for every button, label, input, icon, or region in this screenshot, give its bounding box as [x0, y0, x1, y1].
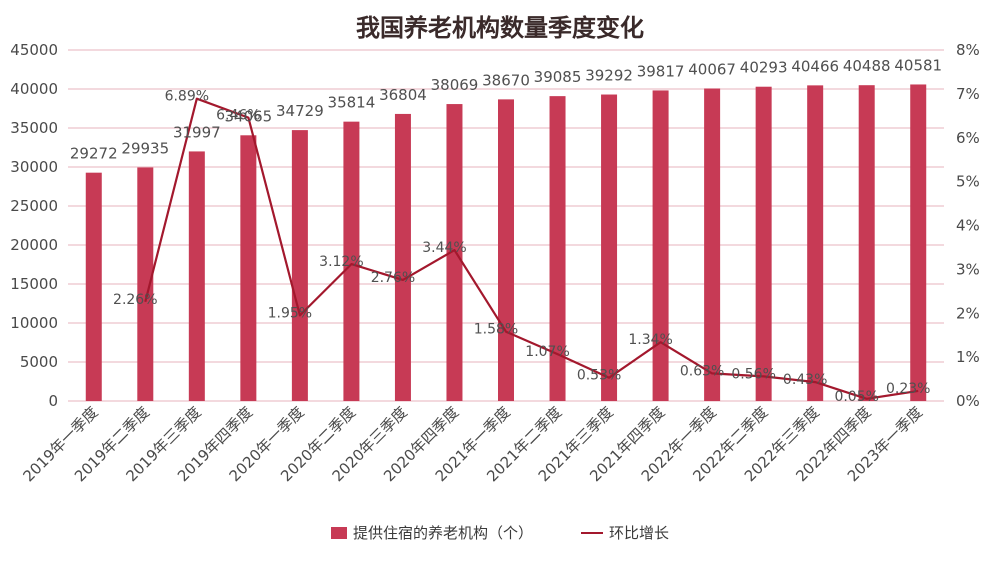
y-left-tick-label: 30000: [10, 158, 58, 176]
bar-data-label: 38670: [482, 71, 530, 89]
y-right-tick-label: 7%: [956, 85, 980, 103]
y-right-tick-label: 4%: [956, 217, 980, 235]
bar: [343, 121, 360, 401]
bar-data-label: 40581: [894, 56, 942, 74]
line-data-label: 2.76%: [371, 270, 415, 286]
legend-line-label: 环比增长: [609, 524, 670, 542]
bar-data-label: 34065: [224, 107, 272, 125]
bar: [858, 85, 875, 401]
y-right-tick-label: 6%: [956, 129, 980, 147]
bar-data-label: 40466: [791, 57, 839, 75]
line-data-label: 0.56%: [731, 366, 775, 382]
line-data-label: 0.05%: [834, 389, 878, 405]
line-data-label: 0.23%: [886, 381, 930, 397]
bar: [137, 167, 154, 401]
line-data-label: 6.46%: [216, 108, 260, 124]
bar-data-label: 39292: [585, 67, 633, 85]
y-right-tick-label: 8%: [956, 41, 980, 59]
bar: [85, 172, 102, 401]
y-right-tick-label: 1%: [956, 348, 980, 366]
legend-item-bars: 提供住宿的养老机构（个）: [330, 522, 533, 543]
bar-data-label: 34729: [276, 102, 324, 120]
line-data-label: 0.53%: [577, 368, 621, 384]
bar: [498, 99, 514, 402]
bar-data-label: 39085: [534, 68, 582, 86]
line-data-label: 3.12%: [319, 254, 363, 270]
bar: [188, 151, 205, 401]
line-data-label: 1.34%: [628, 332, 672, 348]
y-left-tick-label: 35000: [10, 119, 58, 137]
y-left-tick-label: 45000: [10, 41, 58, 59]
bar-data-label: 36804: [379, 86, 427, 104]
bar: [240, 135, 257, 401]
bar: [652, 90, 669, 401]
line-data-label: 2.26%: [113, 292, 157, 308]
y-right-tick-label: 3%: [956, 260, 980, 278]
y-left-tick-label: 10000: [10, 314, 58, 332]
bar: [807, 85, 824, 401]
y-right-tick-label: 0%: [956, 392, 980, 410]
line-data-label: 1.07%: [525, 344, 569, 360]
line-data-label: 6.89%: [165, 89, 209, 105]
bar-data-label: 40293: [740, 59, 788, 77]
legend-bar-swatch: [330, 526, 347, 539]
bar: [446, 104, 463, 401]
bar-data-label: 39817: [637, 62, 685, 80]
bar: [291, 130, 308, 401]
bar-data-label: 29935: [121, 140, 169, 158]
y-left-tick-label: 15000: [10, 275, 58, 293]
bar: [549, 96, 566, 402]
y-left-tick-label: 40000: [10, 80, 58, 98]
line-data-label: 0.43%: [783, 372, 827, 388]
bar: [755, 86, 772, 401]
bar-data-label: 31997: [173, 123, 221, 141]
bar-data-label: 38069: [431, 76, 479, 94]
bar: [601, 94, 618, 401]
bar: [910, 84, 927, 401]
legend-bar-label: 提供住宿的养老机构（个）: [352, 524, 533, 542]
line-data-label: 1.58%: [474, 322, 518, 338]
line-data-label: 1.95%: [268, 305, 312, 321]
y-right-tick-label: 5%: [956, 173, 980, 191]
chart-title: 我国养老机构数量季度变化: [356, 14, 644, 42]
line-data-label: 3.44%: [422, 240, 466, 256]
line-data-label: 0.63%: [680, 363, 724, 379]
bar-data-label: 29272: [70, 145, 118, 163]
y-left-tick-label: 25000: [10, 197, 58, 215]
bar: [394, 113, 411, 401]
y-left-tick-label: 20000: [10, 236, 58, 254]
y-left-tick-label: 0: [48, 392, 58, 410]
bar-data-label: 40488: [843, 57, 891, 75]
y-left-tick-label: 5000: [20, 353, 58, 371]
bar: [704, 88, 721, 401]
y-right-tick-label: 2%: [956, 304, 980, 322]
growth-line: [144, 97, 919, 400]
bar-data-label: 35814: [328, 94, 376, 112]
legend: 提供住宿的养老机构（个） 环比增长: [0, 522, 1000, 543]
legend-line-swatch: [581, 531, 603, 534]
legend-item-line: 环比增长: [581, 522, 669, 543]
bar-data-label: 40067: [688, 60, 736, 78]
